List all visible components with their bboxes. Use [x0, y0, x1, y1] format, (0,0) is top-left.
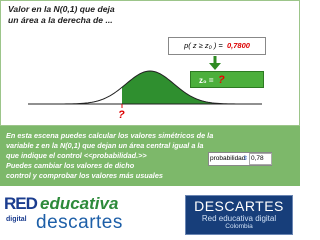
curve-marker: ? [118, 109, 125, 121]
spinner[interactable]: ⇕ [243, 156, 249, 162]
probability-box: p( z ≥ z₀ ) = 0,7800 [168, 37, 266, 55]
z-value: ? [217, 74, 225, 86]
arrow-head [209, 63, 221, 70]
curve-area: ? [28, 56, 262, 121]
logo-educativa: educativa [40, 194, 119, 213]
probability-control[interactable]: probabilidad ⇕ 0,78 [208, 152, 272, 166]
logo-digital: digital [6, 216, 27, 223]
header-line: Valor en la N(0,1) que deja [8, 4, 115, 14]
probability-label: p( z ≥ z₀ ) = [184, 41, 223, 50]
page: Valor en la N(0,1) que deja un área a la… [0, 0, 300, 236]
logo-country: Colombia [225, 223, 253, 230]
control-label: probabilidad [210, 155, 246, 162]
control-value[interactable]: 0,78 [249, 153, 272, 165]
description-line: Puedes cambiar los valores de dicho [6, 161, 135, 170]
probability-value: 0,7800 [226, 41, 250, 50]
logo-left: RED educativa digital descartes [4, 194, 134, 236]
z-label: z₀ = [199, 76, 214, 85]
scene-panel [0, 0, 300, 126]
shaded-area [122, 71, 262, 104]
description-line: variable z en la N(0,1) que dejan un áre… [6, 141, 204, 150]
logo-right: DESCARTES Red educativa digital Colombia [185, 195, 293, 235]
description-line: que indique el control <<probabilidad.>> [6, 151, 147, 160]
logo-subtitle: Red educativa digital [201, 214, 277, 223]
logo-descartes: descartes [36, 212, 123, 233]
header-line: un área a la derecha de ... [8, 15, 113, 25]
description-line: En esta escena puedes calcular los valor… [6, 131, 214, 140]
z-box: z₀ = ? [190, 71, 264, 88]
description-line: control y comprobar los valores más usua… [6, 171, 163, 180]
logo-title: DESCARTES [194, 198, 284, 214]
logo-red: RED [4, 194, 38, 213]
